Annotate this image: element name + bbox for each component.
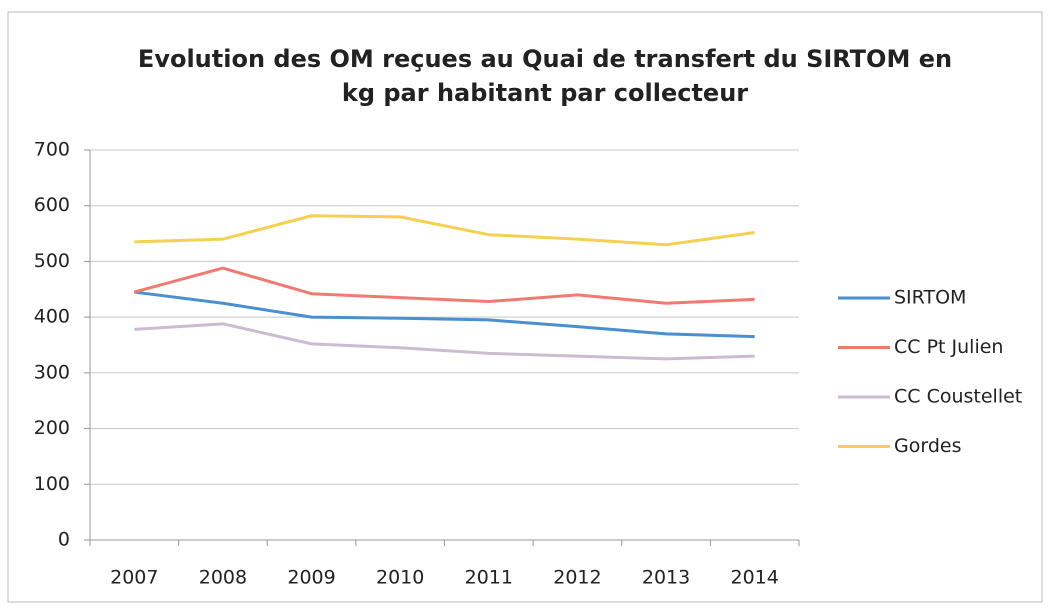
y-tick-label: 300 [34, 361, 70, 383]
legend-label: Gordes [894, 435, 961, 457]
x-tick-label: 2013 [642, 567, 690, 589]
y-tick-label: 500 [34, 250, 70, 272]
series-line [133, 266, 755, 305]
legend-label: CC Coustellet [894, 386, 1022, 408]
series-line [134, 290, 755, 339]
legend-label: SIRTOM [894, 287, 966, 309]
x-tick-label: 2008 [199, 567, 247, 589]
x-tick-label: 2010 [376, 567, 424, 589]
chart-title: Evolution des OM reçues au Quai de trans… [137, 45, 953, 107]
y-tick-label: 200 [34, 417, 70, 439]
y-tick-label: 700 [34, 139, 70, 161]
y-tick-label: 100 [34, 473, 70, 495]
x-tick-label: 2011 [465, 567, 513, 589]
legend-label: CC Pt Julien [894, 336, 1003, 358]
chart-border [7, 11, 1043, 603]
y-tick-label: 400 [34, 306, 70, 328]
series-line [134, 214, 755, 247]
y-tick-label: 600 [34, 194, 70, 216]
x-tick-label: 2009 [287, 567, 335, 589]
series-line [134, 322, 755, 361]
x-tick-label: 2012 [553, 567, 601, 589]
x-tick-label: 2014 [731, 567, 779, 589]
x-tick-label: 2007 [110, 567, 158, 589]
y-tick-label: 0 [58, 529, 70, 551]
